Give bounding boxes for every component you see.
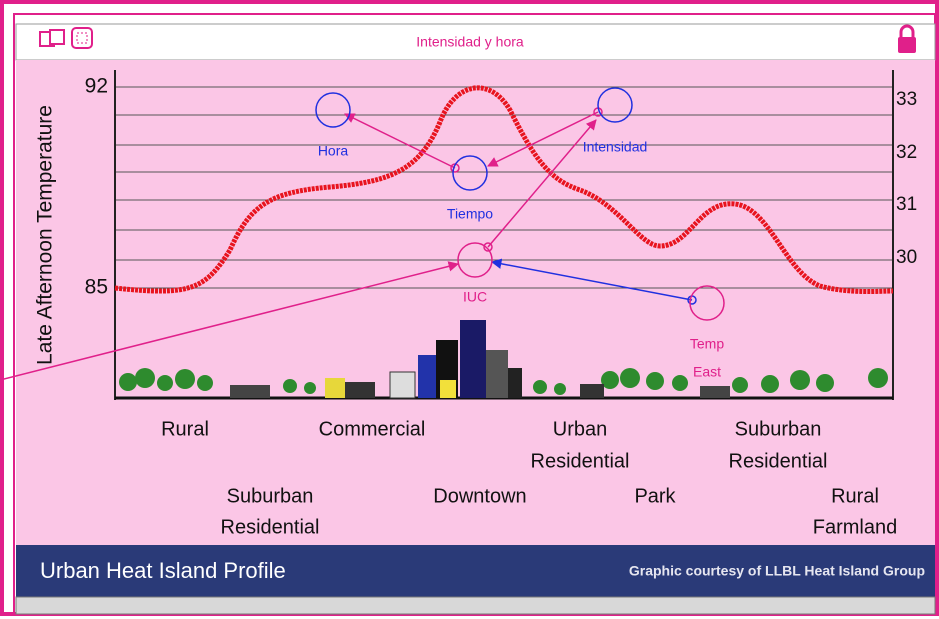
zone-label: Suburban: [227, 485, 314, 507]
lock-icon[interactable]: [898, 37, 916, 53]
node-intensidad[interactable]: [597, 87, 633, 123]
node-label: East: [693, 364, 721, 380]
lock-shackle: [899, 24, 915, 38]
left-tick-label: 85: [85, 276, 108, 299]
icon-select-inner: [76, 32, 88, 44]
right-tick-label: 31: [896, 194, 917, 215]
node-label: Hora: [318, 143, 349, 159]
icon-window[interactable]: [49, 29, 65, 45]
icon-select[interactable]: [71, 27, 93, 49]
zone-label: Residential: [729, 450, 828, 472]
node-hora[interactable]: [315, 92, 351, 128]
header-title: Intensidad y hora: [416, 34, 524, 50]
node-label: Temp: [690, 336, 724, 352]
footer-credit: Graphic courtesy of LLBL Heat Island Gro…: [629, 563, 925, 579]
connector: [490, 258, 693, 301]
zone-label: Farmland: [813, 516, 897, 538]
zone-label: Commercial: [319, 418, 426, 440]
zone-label: Park: [634, 485, 676, 507]
footer-bar: [16, 545, 935, 597]
zone-label: Rural: [831, 485, 879, 507]
node-temp-east[interactable]: [689, 285, 725, 321]
connector: [487, 111, 599, 167]
connector: [344, 113, 456, 169]
zone-label: Downtown: [433, 485, 526, 507]
right-tick-label: 32: [896, 142, 917, 163]
skyline: [115, 320, 893, 400]
node-label: Tiempo: [447, 206, 493, 222]
node-label: Intensidad: [583, 139, 648, 155]
footer-title: Urban Heat Island Profile: [40, 558, 286, 583]
zone-label: Residential: [531, 450, 630, 472]
connector: [0, 261, 460, 381]
header-bar: [15, 23, 936, 61]
grid: [115, 86, 893, 289]
status-bar: [15, 596, 936, 615]
left-tick-label: 92: [85, 75, 108, 98]
connector-handle[interactable]: [483, 242, 493, 252]
node-label: IUC: [463, 289, 487, 305]
connector: [487, 119, 597, 248]
plot-area: [16, 60, 935, 545]
zone-label: Rural: [161, 418, 209, 440]
node-tiempo[interactable]: [452, 155, 488, 191]
zone-label: Suburban: [735, 418, 822, 440]
right-tick-label: 33: [896, 89, 917, 110]
right-tick-label: 30: [896, 247, 917, 268]
zone-label: Urban: [553, 418, 607, 440]
temperature-curve: [114, 85, 894, 295]
zone-label: Residential: [221, 516, 320, 538]
y-axis-label: Late Afternoon Temperature: [34, 105, 57, 365]
node-iuc[interactable]: [457, 242, 493, 278]
